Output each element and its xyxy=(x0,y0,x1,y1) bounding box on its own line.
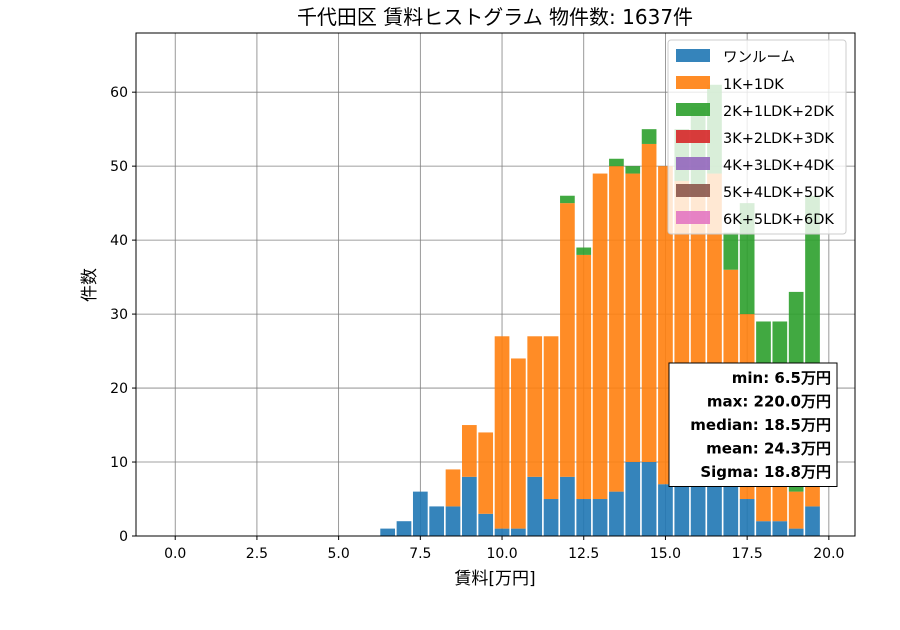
histogram-bar xyxy=(707,476,722,536)
y-tick-label: 10 xyxy=(110,455,128,471)
histogram-bar xyxy=(560,203,575,477)
histogram-bar xyxy=(625,462,641,536)
histogram-bar xyxy=(511,528,526,536)
histogram-bar xyxy=(739,499,755,536)
y-tick-label: 60 xyxy=(110,85,128,101)
legend-swatch xyxy=(676,157,710,170)
y-tick-label: 50 xyxy=(110,159,128,175)
histogram-bar xyxy=(756,521,771,536)
stats-line: mean: 24.3万円 xyxy=(706,440,831,458)
histogram-bar xyxy=(723,232,739,270)
chart-title: 千代田区 賃料ヒストグラム 物件数: 1637件 xyxy=(297,5,693,29)
axis-ticks: 0.0 2.5 5.0 7.5 10.0 12.5 15.0 17.5 20.0 0 10 20 30 4… xyxy=(110,85,844,562)
histogram-bar xyxy=(560,195,575,204)
x-tick-label: 0.0 xyxy=(164,546,186,562)
y-tick-label: 30 xyxy=(110,307,128,323)
histogram-bar xyxy=(478,432,494,514)
histogram-bar xyxy=(592,499,608,536)
histogram-bar xyxy=(788,528,804,536)
legend-label: 5K+4LDK+5DK xyxy=(723,185,834,201)
histogram-bar xyxy=(412,491,428,536)
x-axis-label: 賃料[万円] xyxy=(454,569,535,589)
histogram-bar xyxy=(445,506,461,536)
histogram-bar xyxy=(494,336,510,529)
x-tick-label: 10.0 xyxy=(486,546,517,562)
y-axis-label: 件数 xyxy=(80,268,100,302)
histogram-bar xyxy=(478,513,494,536)
legend-label: 6K+5LDK+6DK xyxy=(723,212,834,228)
y-tick-label: 40 xyxy=(110,233,128,249)
histogram-bar xyxy=(543,336,559,500)
stats-line: median: 18.5万円 xyxy=(690,416,831,434)
histogram-bar xyxy=(641,143,657,463)
stats-line: max: 220.0万円 xyxy=(707,393,831,411)
x-tick-label: 2.5 xyxy=(246,546,268,562)
legend-swatch xyxy=(676,130,710,143)
histogram-bar xyxy=(462,425,477,477)
legend-swatch xyxy=(676,49,710,62)
histogram-bar xyxy=(625,166,641,174)
histogram-bar xyxy=(625,173,641,463)
legend-label: 2K+1LDK+2DK xyxy=(723,104,834,120)
histogram-bar xyxy=(592,173,608,500)
histogram-bar xyxy=(511,358,526,529)
legend-label: 4K+3LDK+4DK xyxy=(723,158,834,174)
x-tick-label: 7.5 xyxy=(409,546,431,562)
histogram-bar xyxy=(674,476,690,536)
plot-frame xyxy=(135,32,856,537)
stats-line: Sigma: 18.8万円 xyxy=(700,463,831,481)
histogram-bar xyxy=(772,521,788,536)
y-tick-label: 0 xyxy=(119,529,128,545)
legend-swatch xyxy=(676,76,710,89)
histogram-bar xyxy=(560,476,575,536)
histogram-bar xyxy=(690,476,706,536)
x-tick-label: 20.0 xyxy=(813,546,844,562)
histogram-bar xyxy=(527,336,543,477)
histogram-bar xyxy=(380,528,396,536)
stats-box-frame xyxy=(668,362,838,487)
histogram-bar xyxy=(788,491,804,529)
histogram-bar xyxy=(462,476,477,536)
x-tick-label: 17.5 xyxy=(732,546,763,562)
legend-label: ワンルーム xyxy=(723,50,795,66)
histogram-bar xyxy=(429,506,445,536)
legend-swatch xyxy=(676,184,710,197)
histogram-bar xyxy=(658,484,673,536)
legend-box xyxy=(667,39,847,235)
legend: ワンルーム 1K+1DK 2K+1LDK+2DK 3K+2LDK+3DK 4K+3LDK… xyxy=(667,39,847,235)
y-tick-label: 20 xyxy=(110,381,128,397)
histogram-bar xyxy=(445,469,461,507)
histogram-bar xyxy=(609,166,624,492)
stats-line: min: 6.5万円 xyxy=(732,369,831,387)
x-tick-label: 15.0 xyxy=(650,546,681,562)
histogram-bar xyxy=(723,476,739,536)
histogram-bar xyxy=(494,528,510,536)
histogram-bar xyxy=(609,491,624,536)
x-tick-label: 12.5 xyxy=(568,546,599,562)
legend-label: 3K+2LDK+3DK xyxy=(723,131,834,147)
histogram-bar xyxy=(641,129,657,144)
histogram-bar xyxy=(805,506,820,536)
histogram-bar xyxy=(576,247,592,255)
histogram-bar xyxy=(527,476,543,536)
legend-label: 1K+1DK xyxy=(723,77,784,93)
stats-box: min: 6.5万円 max: 220.0万円 median: 18.5万円 mean… xyxy=(668,362,838,487)
legend-swatch xyxy=(676,103,710,116)
histogram-bar xyxy=(576,254,592,500)
x-tick-label: 5.0 xyxy=(327,546,349,562)
histogram-bar xyxy=(609,158,624,167)
histogram-bar xyxy=(396,521,412,536)
legend-swatch xyxy=(676,211,710,224)
histogram-bar xyxy=(641,462,657,536)
histogram-bar xyxy=(576,499,592,536)
histogram-bar xyxy=(543,499,559,536)
